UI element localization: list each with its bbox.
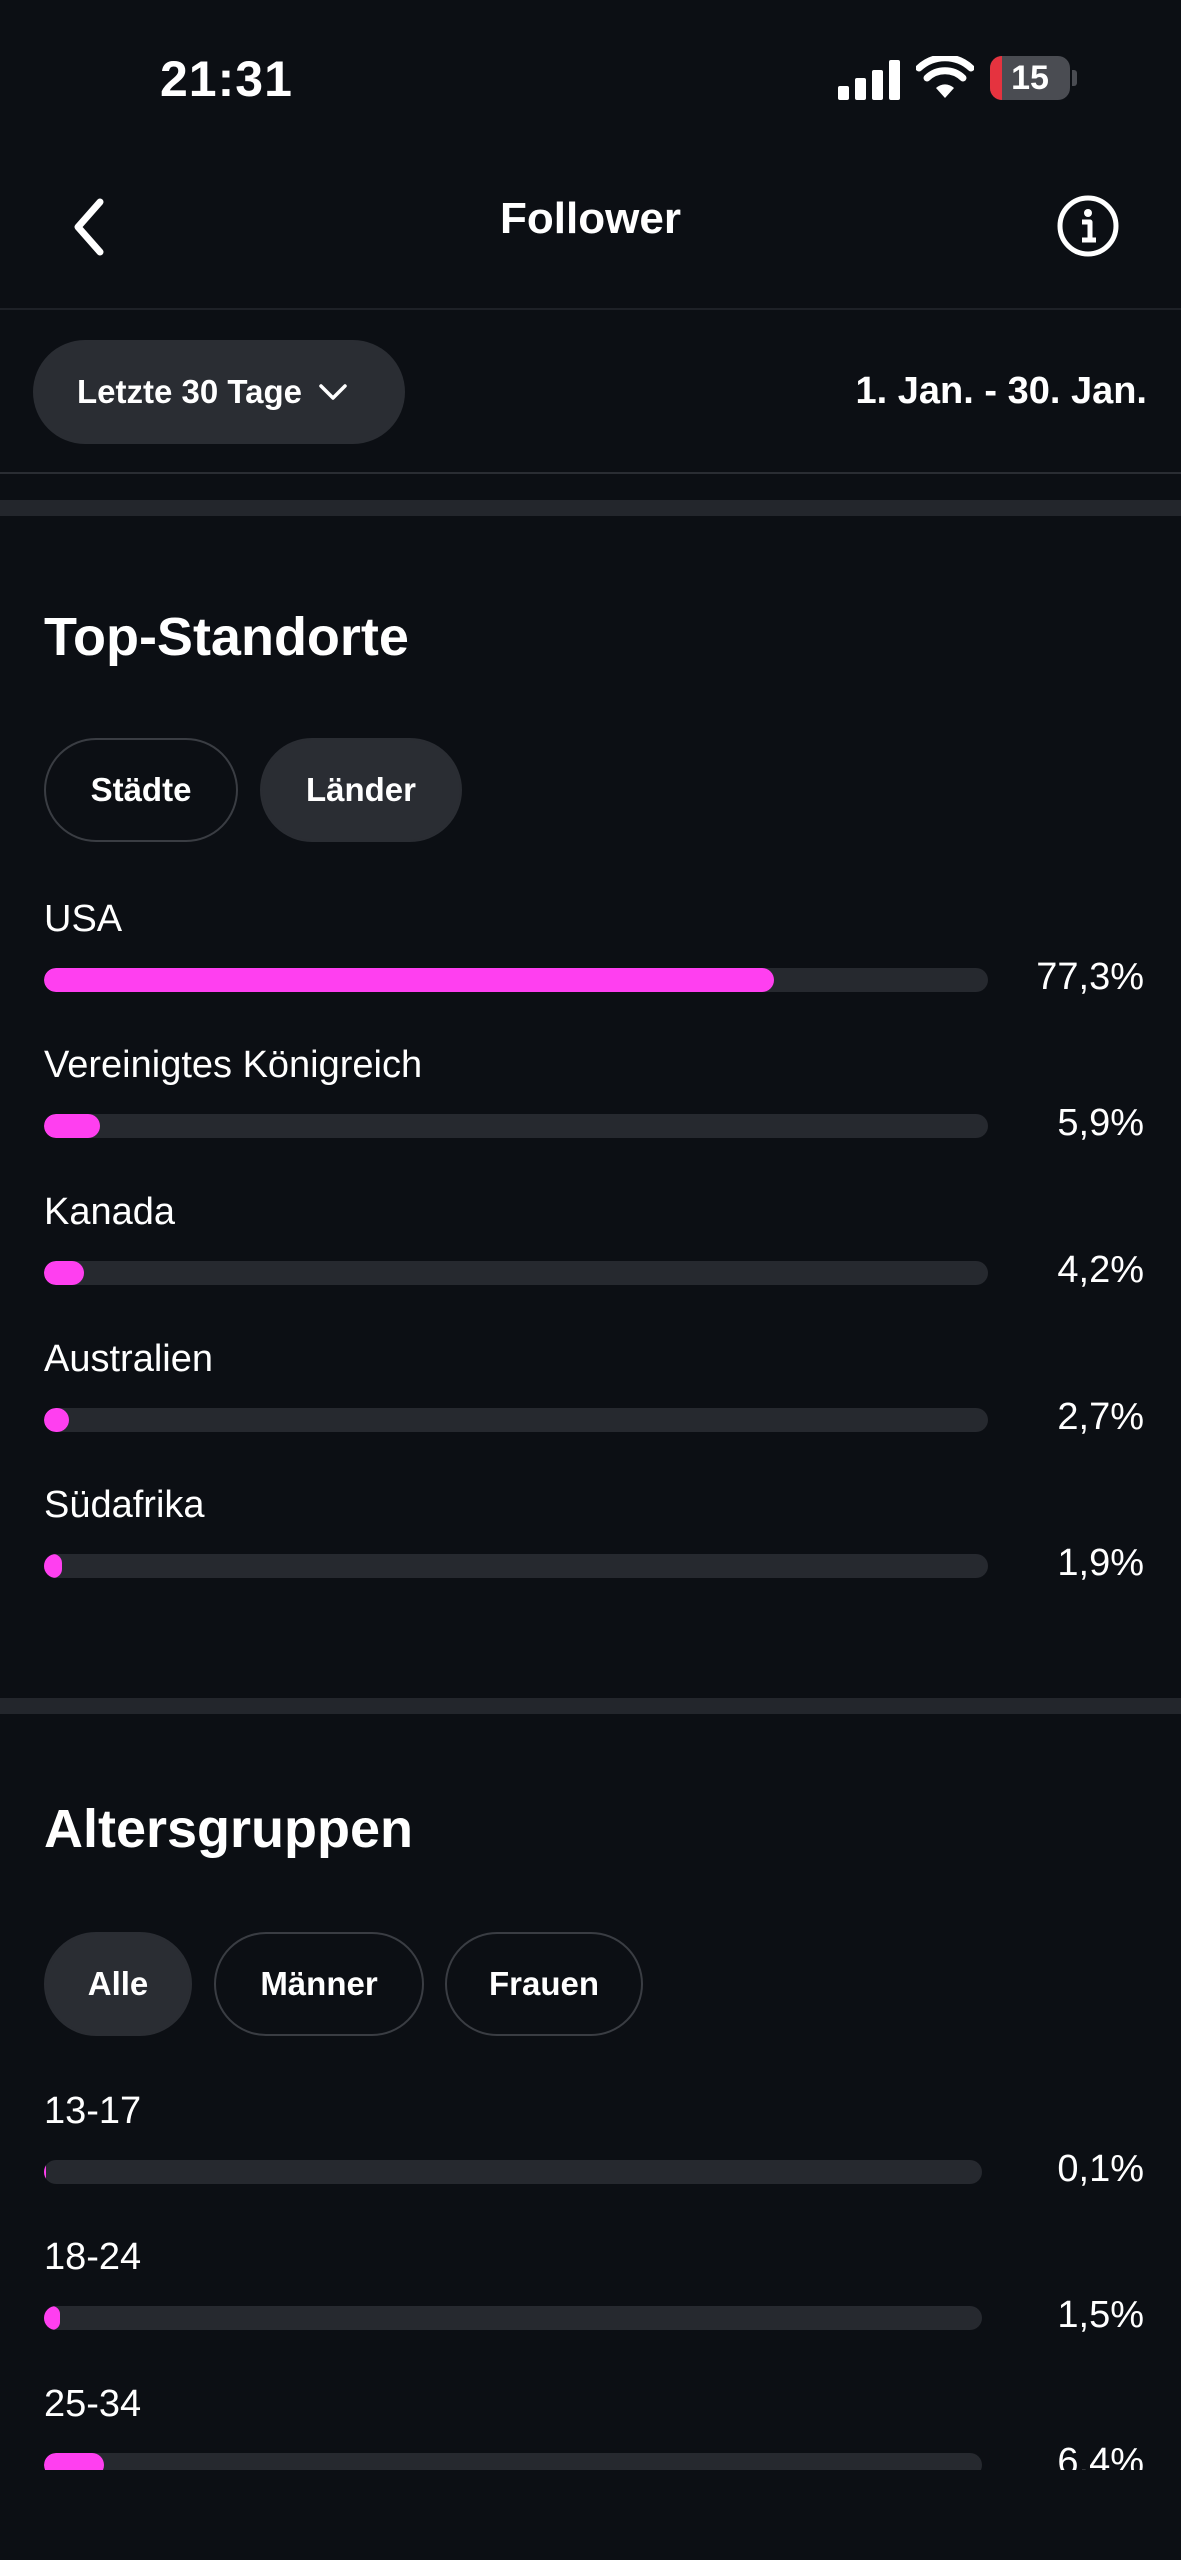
date-range-dropdown[interactable]: Letzte 30 Tage [33,340,405,444]
filter-bar: Letzte 30 Tage 1. Jan. - 30. Jan. [0,312,1181,474]
location-value: 1,9% [1057,1542,1144,1584]
tab-all[interactable]: Alle [44,1932,192,2036]
location-row: Vereinigtes Königreich 5,9% [44,1044,1144,1190]
age-groups-list: 13-17 0,1% 18-24 1,5% 25-34 6,4% [0,2080,1181,2470]
progress-track [44,1261,988,1285]
page-title: Follower [500,194,681,243]
progress-fill [44,1408,70,1432]
date-range-text: 1. Jan. - 30. Jan. [855,370,1147,412]
progress-fill [44,2306,60,2330]
progress-track [44,2306,982,2330]
tab-cities[interactable]: Städte [44,738,238,842]
location-value: 5,9% [1057,1102,1144,1144]
age-label: 18-24 [44,2236,142,2278]
progress-fill [44,2453,105,2470]
progress-fill [44,968,774,992]
location-value: 77,3% [1036,956,1144,998]
locations-title: Top-Standorte [44,607,409,667]
age-label: 25-34 [44,2383,142,2425]
cellular-signal-icon [838,60,900,100]
progress-track [44,1114,988,1138]
status-time: 21:31 [160,51,293,107]
progress-track [44,968,988,992]
progress-track [44,1554,988,1578]
location-label: Vereinigtes Königreich [44,1044,423,1086]
section-divider [0,1698,1181,1714]
progress-fill [44,1114,100,1138]
location-row: Südafrika 1,9% [44,1484,1144,1630]
battery-icon: 15 [990,56,1077,100]
location-row: Australien 2,7% [44,1338,1144,1484]
wifi-icon [916,56,974,98]
age-label: 13-17 [44,2090,142,2132]
age-value: 6,4% [1057,2441,1144,2470]
location-label: Kanada [44,1191,176,1233]
location-label: USA [44,898,123,940]
age-row: 18-24 1,5% [44,2236,1144,2382]
location-value: 4,2% [1057,1249,1144,1291]
location-value: 2,7% [1057,1396,1144,1438]
tab-women[interactable]: Frauen [445,1932,643,2036]
age-value: 0,1% [1057,2148,1144,2190]
location-row: Kanada 4,2% [44,1191,1144,1337]
age-groups-title: Altersgruppen [44,1799,414,1859]
age-row: 25-34 6,4% [44,2383,1144,2470]
progress-track [44,2453,982,2470]
progress-track [44,1408,988,1432]
progress-fill [44,2160,46,2184]
location-label: Südafrika [44,1484,205,1526]
nav-bar: Follower [0,150,1181,310]
tab-men[interactable]: Männer [214,1932,424,2036]
progress-track [44,2160,982,2184]
chevron-down-icon [319,384,347,400]
status-bar: 21:31 15 [0,0,1181,150]
section-divider [0,500,1181,516]
age-row: 13-17 0,1% [44,2090,1144,2236]
age-value: 1,5% [1057,2294,1144,2336]
tab-countries[interactable]: Länder [260,738,462,842]
date-range-label: Letzte 30 Tage [77,373,302,410]
battery-level: 15 [1011,59,1049,97]
back-arrow-icon[interactable] [62,192,122,262]
location-label: Australien [44,1338,213,1380]
info-icon[interactable] [1056,194,1120,258]
location-row: USA 77,3% [44,898,1144,1044]
progress-fill [44,1554,62,1578]
progress-fill [44,1261,84,1285]
